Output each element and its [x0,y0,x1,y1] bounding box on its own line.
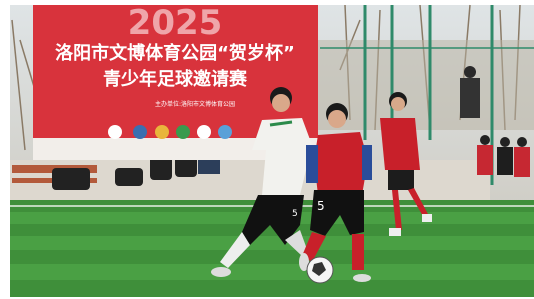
banner-subtitle: 青少年足球邀请赛 [103,68,248,90]
photo: 2025 洛阳市文博体育公园“贺岁杯” 青少年足球邀请赛 主办单位:洛阳市文博体… [0,0,534,299]
foliage [318,40,534,130]
ball [307,257,333,283]
page: {"banner":{"year":"2025","line1":"洛阳市文博体… [0,0,534,299]
banner-organizer: 主办单位:洛阳市文博体育公园 [155,100,235,108]
jersey-number: 5 [317,199,325,213]
banner-year: 2025 [128,3,223,43]
banner-title: 洛阳市文博体育公园“贺岁杯” [55,42,295,64]
jersey-number: 5 [292,209,298,219]
